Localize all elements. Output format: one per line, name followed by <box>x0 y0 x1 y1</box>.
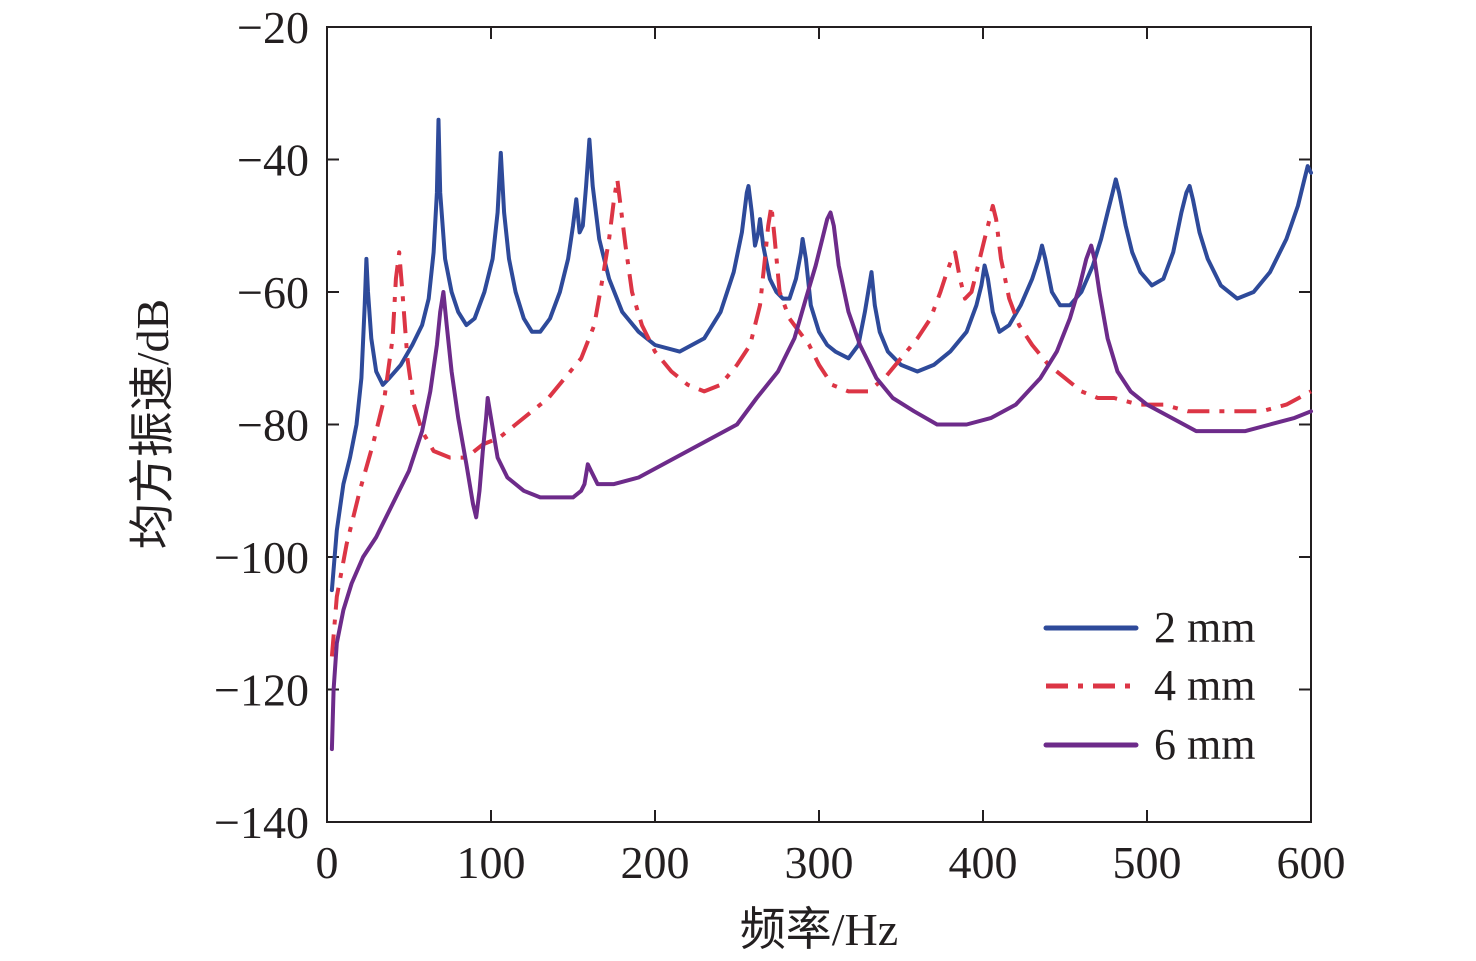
y-axis-ticks: −20 −40 −60 −80 −100 −120 −140 <box>214 2 1311 848</box>
x-tick-label: 300 <box>785 837 854 888</box>
series-line-6mm <box>329 210 1313 752</box>
legend-label-2mm: 2 mm <box>1154 603 1255 652</box>
y-tick-label: −120 <box>214 665 309 716</box>
y-tick-label: −40 <box>237 135 309 186</box>
x-axis-ticks: 0 100 200 300 400 500 600 <box>316 27 1346 888</box>
series-line-2mm <box>329 117 1313 593</box>
y-tick-label: −20 <box>237 2 309 53</box>
x-tick-label: 400 <box>949 837 1018 888</box>
legend: 2 mm 4 mm 6 mm <box>1043 603 1255 769</box>
x-axis-title: 频率/Hz <box>740 904 898 955</box>
y-tick-label: −60 <box>237 267 309 318</box>
y-tick-label: −80 <box>237 400 309 451</box>
y-tick-label: −100 <box>214 532 309 583</box>
legend-label-6mm: 6 mm <box>1154 720 1255 769</box>
x-tick-label: 600 <box>1277 837 1346 888</box>
y-axis-title: 均方振速/dB <box>127 299 178 549</box>
x-tick-label: 500 <box>1113 837 1182 888</box>
x-tick-label: 0 <box>316 837 339 888</box>
y-tick-label: −140 <box>214 797 309 848</box>
x-tick-label: 200 <box>621 837 690 888</box>
x-tick-label: 100 <box>457 837 526 888</box>
series-layer <box>329 117 1313 752</box>
legend-label-4mm: 4 mm <box>1154 661 1255 710</box>
series-line-4mm <box>329 177 1312 657</box>
